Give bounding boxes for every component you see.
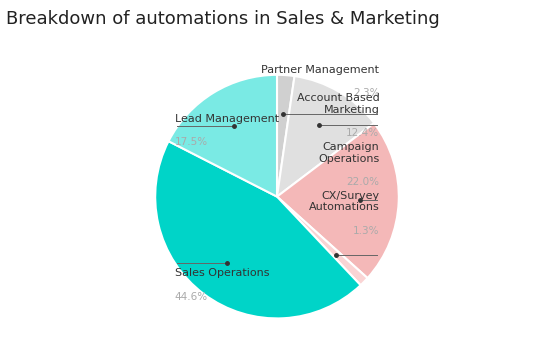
Wedge shape [168, 75, 277, 197]
Text: 12.4%: 12.4% [346, 128, 379, 139]
Text: 1.3%: 1.3% [353, 226, 379, 236]
Text: Partner Management: Partner Management [261, 65, 379, 75]
Text: Breakdown of automations in Sales & Marketing: Breakdown of automations in Sales & Mark… [6, 10, 439, 29]
Text: Campaign
Operations: Campaign Operations [318, 142, 379, 164]
Wedge shape [277, 76, 374, 197]
Text: 17.5%: 17.5% [175, 137, 208, 147]
Text: Lead Management: Lead Management [175, 113, 279, 124]
Text: 2.3%: 2.3% [353, 88, 379, 98]
Wedge shape [277, 123, 399, 278]
Text: Sales Operations: Sales Operations [175, 268, 269, 278]
Wedge shape [155, 141, 361, 318]
Text: 44.6%: 44.6% [175, 292, 208, 302]
Wedge shape [277, 75, 295, 197]
Text: CX/Survey
Automations: CX/Survey Automations [309, 191, 379, 213]
Text: 22.0%: 22.0% [346, 177, 379, 187]
Text: Account Based
Marketing: Account Based Marketing [296, 93, 379, 115]
Wedge shape [277, 197, 367, 285]
